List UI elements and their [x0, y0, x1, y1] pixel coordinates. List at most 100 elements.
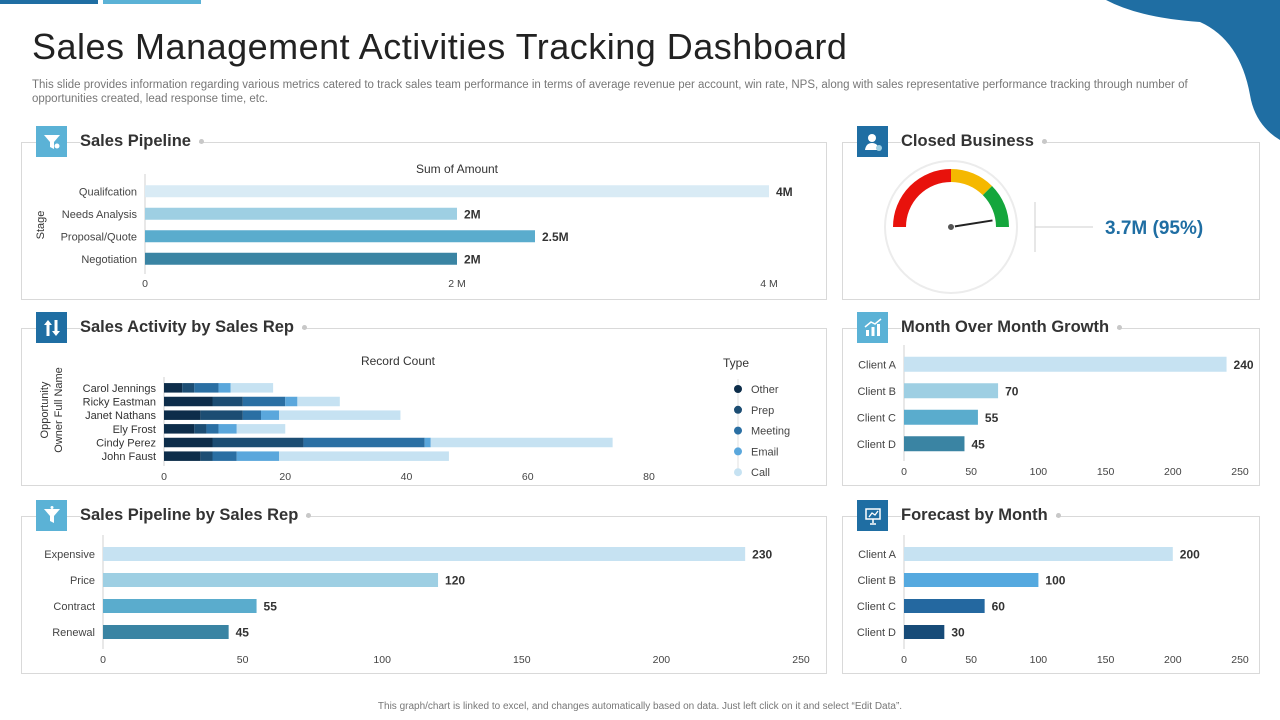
header-dot [1055, 513, 1061, 518]
data-label: 240 [1234, 358, 1254, 372]
bar-segment-meeting [242, 396, 286, 407]
gauge-segment [982, 185, 1009, 228]
bar [904, 436, 965, 452]
header-dot [306, 513, 312, 518]
chart-title: Record Count [361, 354, 436, 368]
sales-activity-title: Sales Activity by Sales Rep [80, 318, 302, 337]
bar [103, 625, 229, 639]
bar-segment-email [218, 424, 237, 434]
category-label: Client D [857, 627, 896, 639]
bar-segment-email [261, 410, 280, 420]
pipeline-by-rep-title: Sales Pipeline by Sales Rep [80, 506, 307, 525]
corner-decoration [1106, 0, 1280, 140]
data-label: 30 [951, 626, 965, 640]
category-label: Cindy Perez [96, 438, 156, 450]
data-label: 200 [1180, 548, 1200, 562]
bar-segment-prep [212, 437, 304, 448]
month-growth-panel: Client A 240 Client B 70 Client C 55 Client D 4… [842, 328, 1260, 486]
bar-segment-meeting [194, 383, 219, 393]
category-label: Ricky Eastman [83, 397, 156, 409]
category-label: Client A [858, 549, 897, 561]
sort-arrows-icon [36, 312, 67, 343]
pipeline-by-rep-header: Sales Pipeline by Sales Rep [36, 500, 312, 531]
x-tick-label: 100 [373, 654, 391, 666]
sales-pipeline-panel: Sum of Amount Stage Qualifcation 4M Needs An… [21, 142, 827, 300]
month-growth-chart[interactable]: Client A 240 Client B 70 Client C 55 Client D 4… [843, 329, 1261, 487]
data-label: 100 [1045, 574, 1065, 588]
bar [145, 185, 769, 198]
sales-activity-panel: Record Count Opportunity Owner Full Name Ca… [21, 328, 827, 486]
presentation-icon [857, 500, 888, 531]
bar-segment-call [279, 410, 401, 420]
bar [904, 383, 999, 399]
x-tick-label: 100 [1030, 466, 1048, 478]
forecast-chart[interactable]: Client A 200 Client B 100 Client C 60 Client D… [843, 517, 1261, 675]
category-label: Client C [857, 412, 896, 424]
y-axis-label: Owner Full Name [53, 367, 65, 453]
category-label: John Faust [102, 451, 156, 463]
bar-segment-prep [182, 383, 195, 393]
bar-segment-other [164, 383, 183, 393]
bar [904, 573, 1039, 587]
data-label: 230 [752, 548, 772, 562]
category-label: Needs Analysis [62, 209, 138, 221]
category-label: Client B [857, 575, 896, 587]
bar-segment-prep [212, 396, 243, 407]
bar [904, 409, 978, 425]
chart-title: Sum of Amount [416, 162, 499, 176]
bar-segment-meeting [206, 424, 219, 434]
data-label: 70 [1005, 384, 1019, 398]
bar [103, 547, 746, 561]
bar [103, 573, 439, 587]
bar-segment-email [236, 451, 280, 461]
sales-pipeline-header: Sales Pipeline [36, 126, 204, 157]
closed-business-gauge[interactable]: 3.7M (95%) [843, 143, 1261, 301]
funnel-icon [36, 500, 67, 531]
x-tick-label: 200 [1164, 654, 1182, 666]
bar-segment-other [164, 437, 213, 448]
forecast-title: Forecast by Month [901, 506, 1056, 525]
bar-segment-call [279, 451, 449, 461]
x-tick-label: 100 [1030, 654, 1048, 666]
x-tick-label: 0 [100, 654, 106, 666]
x-tick-label: 250 [1231, 466, 1249, 478]
data-label: 120 [445, 574, 465, 588]
x-tick-label: 0 [901, 466, 907, 478]
closed-business-title: Closed Business [901, 132, 1042, 151]
data-label: 2.5M [542, 230, 569, 244]
sales-activity-chart[interactable]: Record Count Opportunity Owner Full Name Ca… [22, 329, 828, 487]
data-label: 2M [464, 207, 481, 221]
header-dot [1117, 325, 1123, 330]
gauge-segment [950, 169, 993, 196]
sales-pipeline-chart[interactable]: Sum of Amount Stage Qualifcation 4M Needs An… [22, 143, 828, 301]
bar-segment-call [230, 383, 274, 393]
x-tick-label: 20 [279, 471, 291, 483]
bar [103, 599, 257, 613]
data-label: 55 [264, 600, 278, 614]
data-label: 60 [992, 600, 1006, 614]
growth-chart-icon [857, 312, 888, 343]
x-tick-label: 150 [1097, 466, 1115, 478]
category-label: Janet Nathans [85, 410, 156, 422]
x-tick-label: 150 [513, 654, 531, 666]
x-tick-label: 0 [901, 654, 907, 666]
x-tick-label: 80 [643, 471, 655, 483]
bar-segment-call [430, 437, 613, 448]
category-label: Renewal [52, 627, 95, 639]
gauge-segment [893, 169, 952, 228]
category-label: Proposal/Quote [61, 231, 137, 243]
x-tick-label: 2 M [448, 278, 466, 290]
legend-marker [734, 468, 742, 477]
sales-activity-header: Sales Activity by Sales Rep [36, 312, 307, 343]
legend-label: Meeting [751, 426, 790, 438]
pipeline-by-rep-chart[interactable]: Expensive 230 Price 120 Contract 55 Renewal 45 0… [22, 517, 828, 675]
bar [145, 230, 535, 243]
x-tick-label: 4 M [760, 278, 778, 290]
x-tick-label: 50 [965, 654, 977, 666]
legend-marker [734, 426, 742, 435]
x-tick-label: 200 [653, 654, 671, 666]
category-label: Client A [858, 359, 897, 371]
legend-label: Call [751, 467, 770, 479]
page-title: Sales Management Activities Tracking Das… [32, 26, 848, 67]
funnel-icon [36, 126, 67, 157]
